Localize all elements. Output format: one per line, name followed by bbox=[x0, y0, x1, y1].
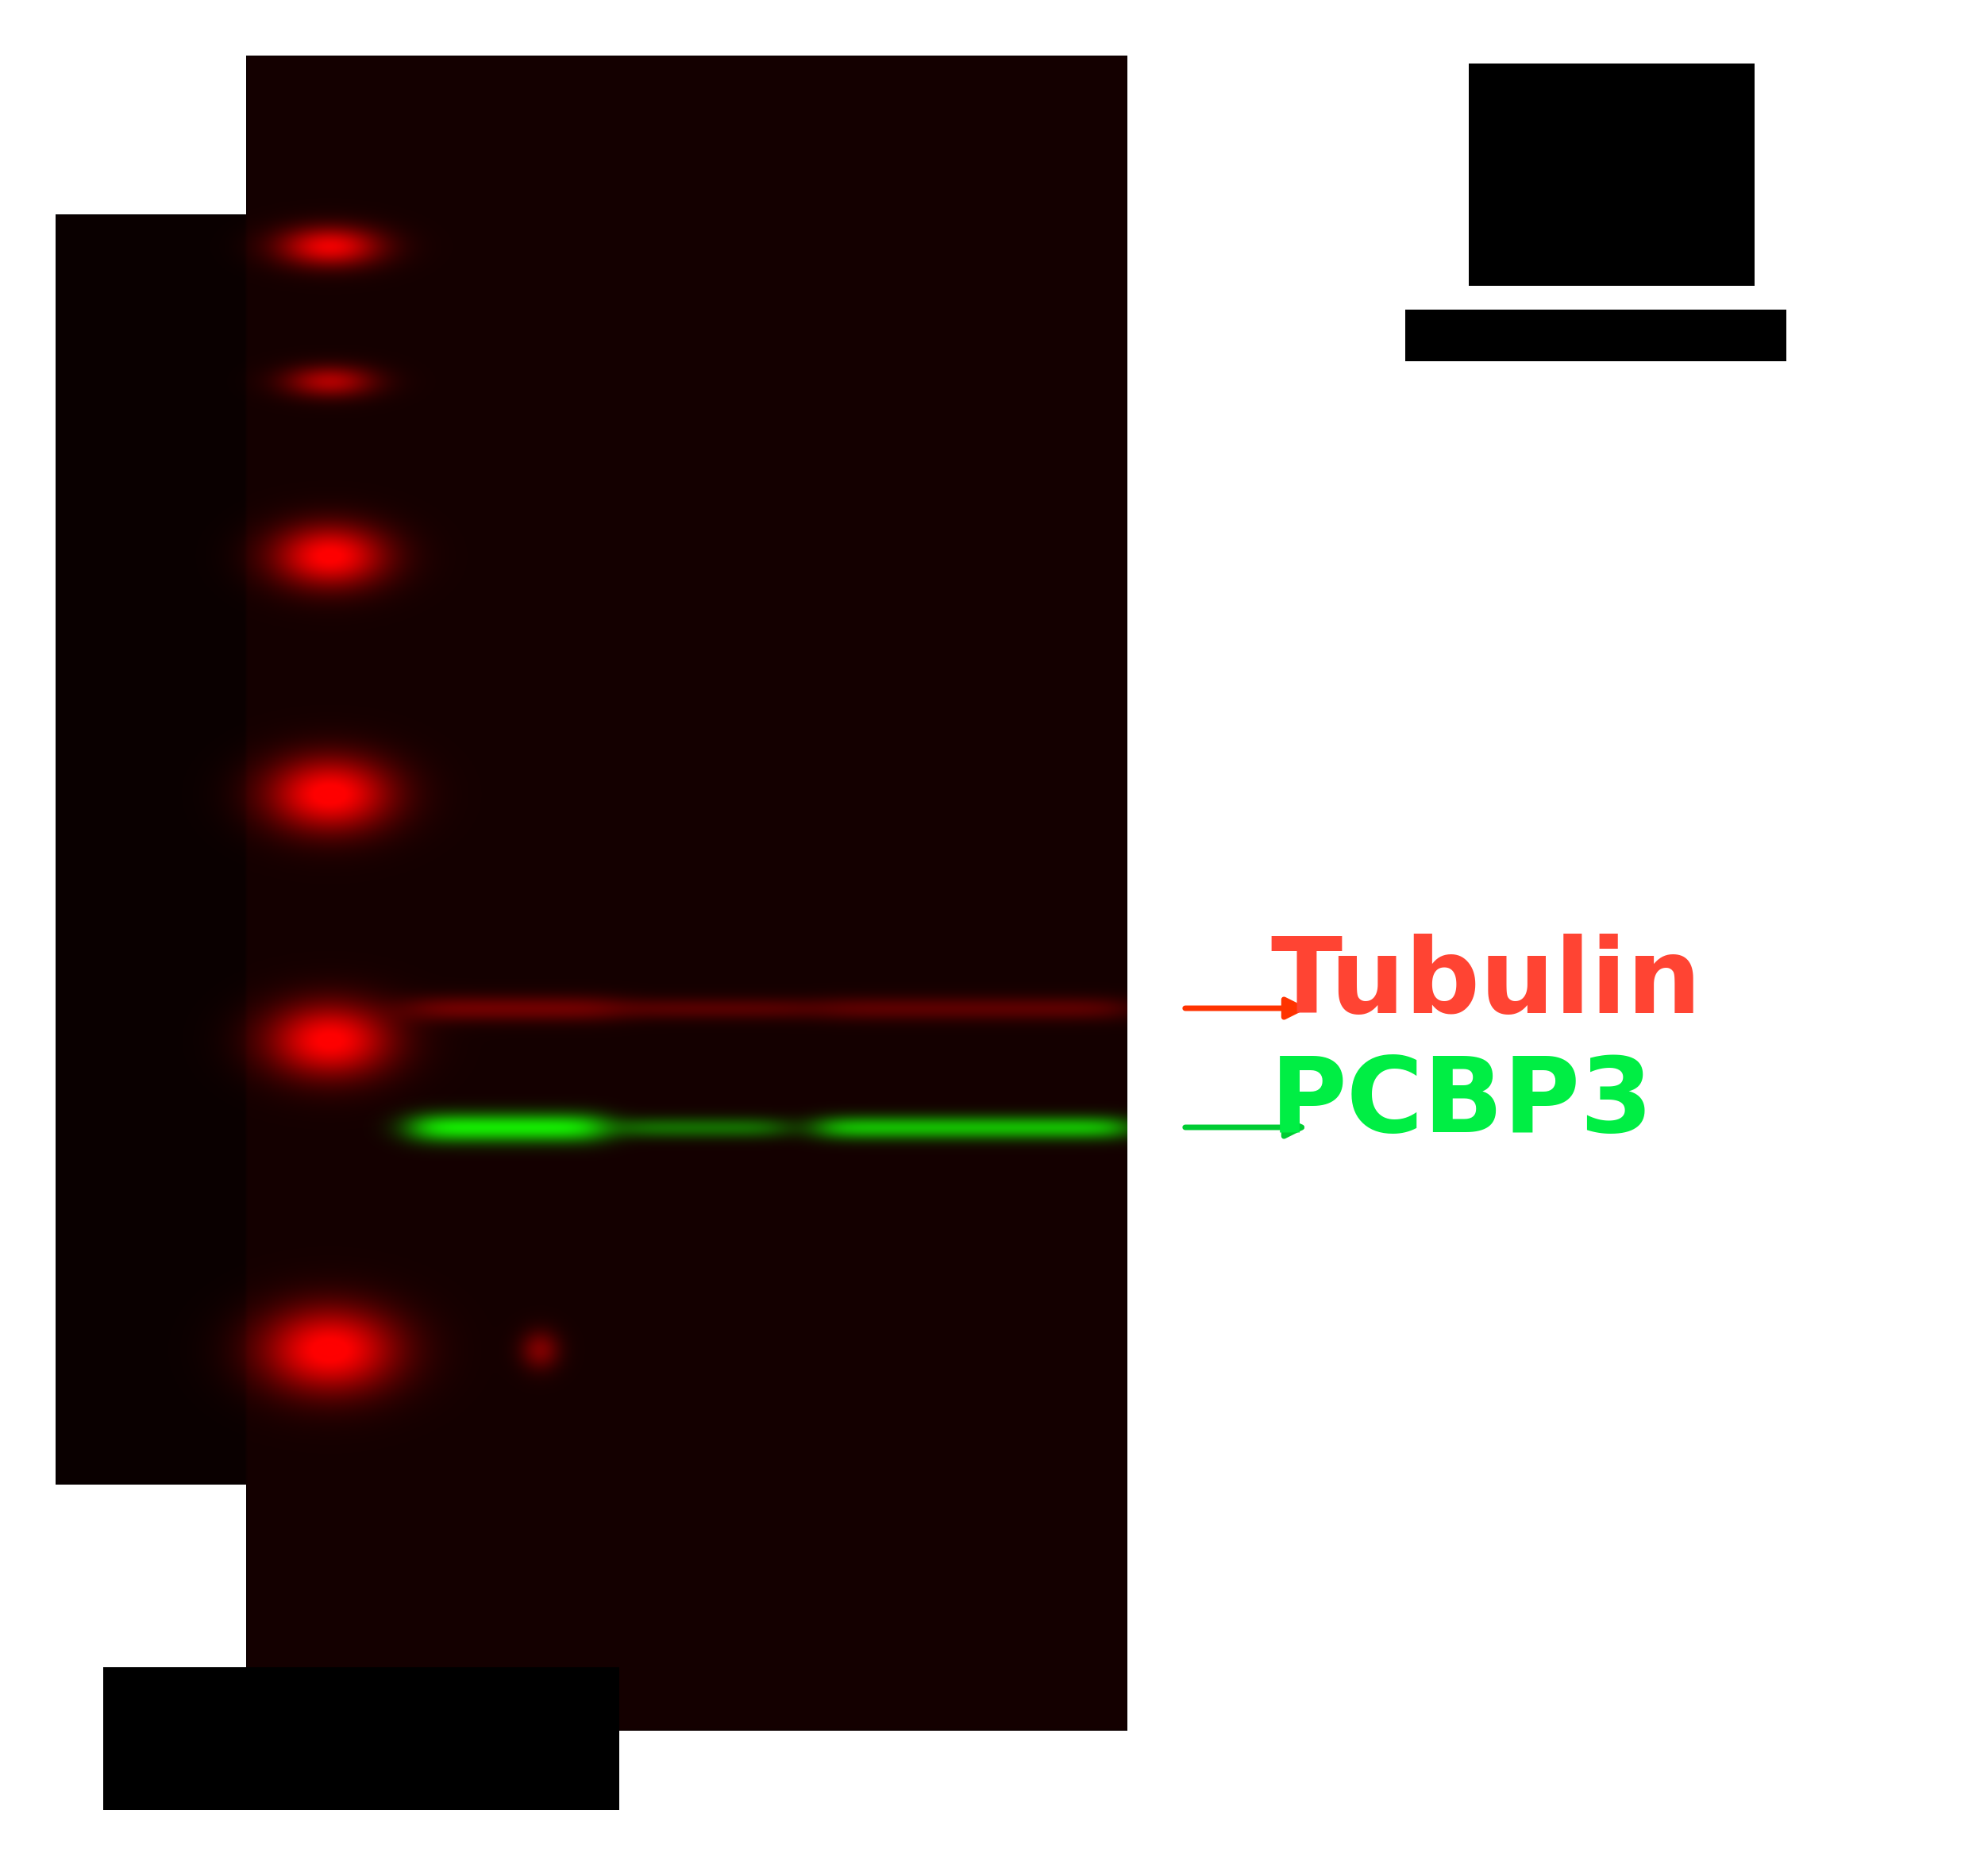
Text: PCBP3: PCBP3 bbox=[1271, 1052, 1653, 1154]
Text: Tubulin: Tubulin bbox=[1271, 934, 1702, 1036]
